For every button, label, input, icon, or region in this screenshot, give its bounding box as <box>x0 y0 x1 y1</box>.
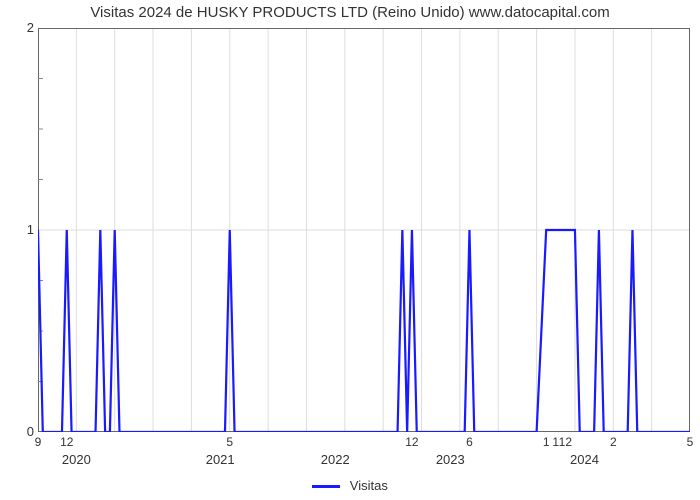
chart-title: Visitas 2024 de HUSKY PRODUCTS LTD (Rein… <box>0 4 700 21</box>
x-tick-label: 12 <box>559 435 572 449</box>
x-tick-label: 1 <box>543 435 550 449</box>
chart-container: Visitas 2024 de HUSKY PRODUCTS LTD (Rein… <box>0 0 700 500</box>
legend-swatch <box>312 485 340 488</box>
x-tick-label: 12 <box>405 435 418 449</box>
x-year-label: 2020 <box>62 452 91 467</box>
x-tick-label: 12 <box>60 435 73 449</box>
x-tick-label: 6 <box>466 435 473 449</box>
x-year-label: 2023 <box>436 452 465 467</box>
y-tick-label: 2 <box>10 20 34 35</box>
plot-area <box>38 28 690 432</box>
x-tick-label: 5 <box>226 435 233 449</box>
x-year-label: 2021 <box>206 452 235 467</box>
legend: Visitas <box>0 478 700 493</box>
y-tick-label: 0 <box>10 424 34 439</box>
y-tick-label: 1 <box>10 222 34 237</box>
x-tick-label: 9 <box>35 435 42 449</box>
x-tick-label: 5 <box>687 435 694 449</box>
x-year-label: 2022 <box>321 452 350 467</box>
x-tick-label: 2 <box>610 435 617 449</box>
legend-label: Visitas <box>350 478 388 493</box>
x-year-label: 2024 <box>570 452 599 467</box>
